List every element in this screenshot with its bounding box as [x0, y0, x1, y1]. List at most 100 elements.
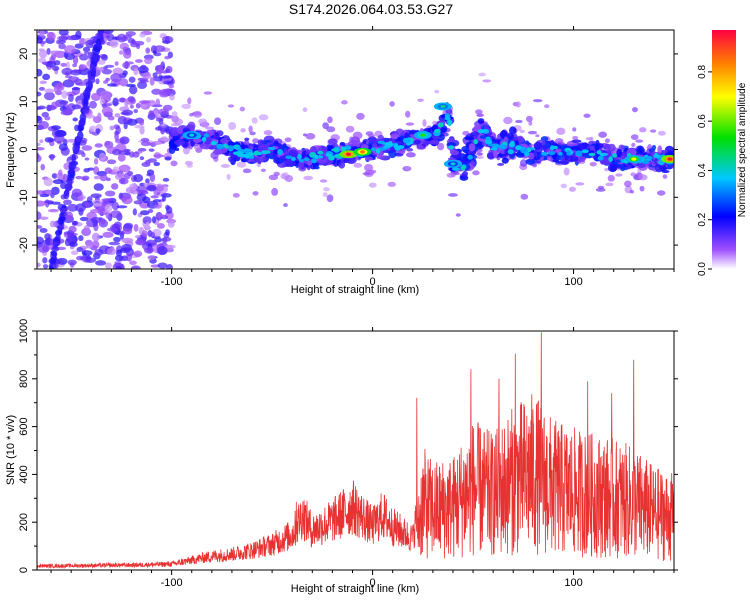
- halo-blob: [422, 119, 427, 127]
- y-tick-label: 200: [18, 513, 30, 531]
- noise-blob: [133, 200, 143, 205]
- noise-blob: [95, 128, 101, 134]
- halo-blob: [560, 183, 568, 189]
- noise-blob: [72, 63, 78, 68]
- noise-blob: [140, 141, 151, 147]
- y-tick-label: 400: [18, 465, 30, 483]
- noise-blob: [84, 257, 97, 263]
- noise-blob: [155, 98, 161, 107]
- noise-blob: [137, 81, 148, 90]
- ridge-highlight: [490, 147, 498, 151]
- colorbar-tick-label: 0.0: [697, 262, 708, 276]
- ridge-highlight: [520, 146, 525, 150]
- streak-blob: [98, 24, 105, 29]
- ridge-blob: [262, 155, 267, 162]
- noise-blob: [106, 227, 118, 232]
- noise-blob: [168, 84, 175, 89]
- halo-blob: [187, 97, 192, 105]
- noise-blob: [88, 125, 98, 132]
- ridge-highlight: [599, 152, 608, 157]
- noise-blob: [144, 159, 151, 165]
- ridge-blob: [651, 144, 657, 151]
- noise-blob: [39, 139, 44, 144]
- halo-blob: [405, 122, 415, 126]
- halo-blob: [189, 113, 194, 117]
- noise-blob: [129, 183, 139, 190]
- ridge-highlight: [447, 120, 452, 127]
- halo-blob: [535, 134, 540, 138]
- ridge-blob: [462, 170, 468, 178]
- peak-core: [631, 157, 637, 161]
- noise-blob: [133, 174, 144, 183]
- noise-blob: [43, 177, 53, 187]
- noise-blob: [92, 240, 100, 249]
- noise-blob: [156, 223, 165, 229]
- ridge-highlight: [370, 147, 376, 152]
- x-tick-label: 100: [564, 577, 582, 589]
- noise-blob: [147, 255, 156, 261]
- noise-blob: [93, 175, 101, 180]
- halo-blob: [595, 187, 606, 192]
- ridge-highlight: [485, 136, 491, 141]
- halo-blob: [252, 191, 259, 196]
- noise-blob: [38, 86, 46, 91]
- noise-blob: [128, 85, 138, 95]
- halo-blob: [362, 172, 372, 176]
- noise-blob: [83, 168, 90, 173]
- noise-blob: [64, 45, 76, 54]
- noise-blob: [161, 70, 169, 74]
- noise-blob: [156, 185, 164, 192]
- noise-blob: [125, 253, 132, 262]
- ridge-highlight: [645, 156, 653, 160]
- streak-blob: [68, 164, 75, 174]
- ridge-blob: [288, 149, 299, 158]
- noise-blob: [40, 163, 46, 171]
- noise-blob: [75, 203, 86, 213]
- noise-blob: [37, 225, 43, 229]
- halo-blob: [598, 131, 607, 138]
- halo-blob: [630, 134, 639, 140]
- noise-blob: [121, 195, 133, 205]
- peak-core: [450, 162, 456, 166]
- noise-blob: [75, 82, 87, 86]
- streak-blob: [52, 241, 60, 246]
- noise-blob: [91, 232, 100, 242]
- noise-blob: [49, 154, 55, 161]
- streak-blob: [55, 234, 61, 240]
- halo-blob: [657, 130, 666, 136]
- ridge-blob: [364, 156, 373, 161]
- halo-blob: [404, 166, 411, 170]
- noise-blob: [151, 88, 162, 95]
- ridge-blob: [347, 140, 359, 147]
- ridge-blob: [394, 153, 404, 157]
- ridge-blob: [476, 113, 484, 118]
- halo-blob: [227, 104, 235, 108]
- noise-blob: [153, 154, 165, 158]
- halo-blob: [528, 121, 533, 126]
- streak-blob: [84, 93, 90, 101]
- noise-blob: [127, 96, 135, 103]
- streak-blob: [91, 67, 96, 76]
- ridge-blob: [390, 133, 400, 140]
- halo-blob: [326, 126, 336, 133]
- noise-blob: [56, 39, 61, 45]
- noise-blob: [94, 143, 103, 148]
- peak-core: [345, 152, 351, 156]
- halo-blob: [319, 179, 328, 183]
- streak-blob: [73, 145, 80, 153]
- noise-blob: [106, 83, 118, 87]
- noise-blob: [38, 57, 47, 63]
- ridge-blob: [273, 153, 278, 162]
- noise-blob: [37, 142, 41, 147]
- x-tick-label: -100: [161, 577, 183, 589]
- halo-blob: [615, 173, 623, 177]
- noise-blob: [153, 204, 162, 209]
- noise-blob: [91, 208, 99, 213]
- halo-blob: [387, 181, 397, 187]
- halo-blob: [472, 170, 480, 176]
- noise-blob: [54, 129, 66, 138]
- halo-blob: [572, 127, 577, 132]
- noise-blob: [85, 39, 97, 48]
- ridge-blob: [476, 152, 484, 156]
- ridge-blob: [244, 137, 250, 141]
